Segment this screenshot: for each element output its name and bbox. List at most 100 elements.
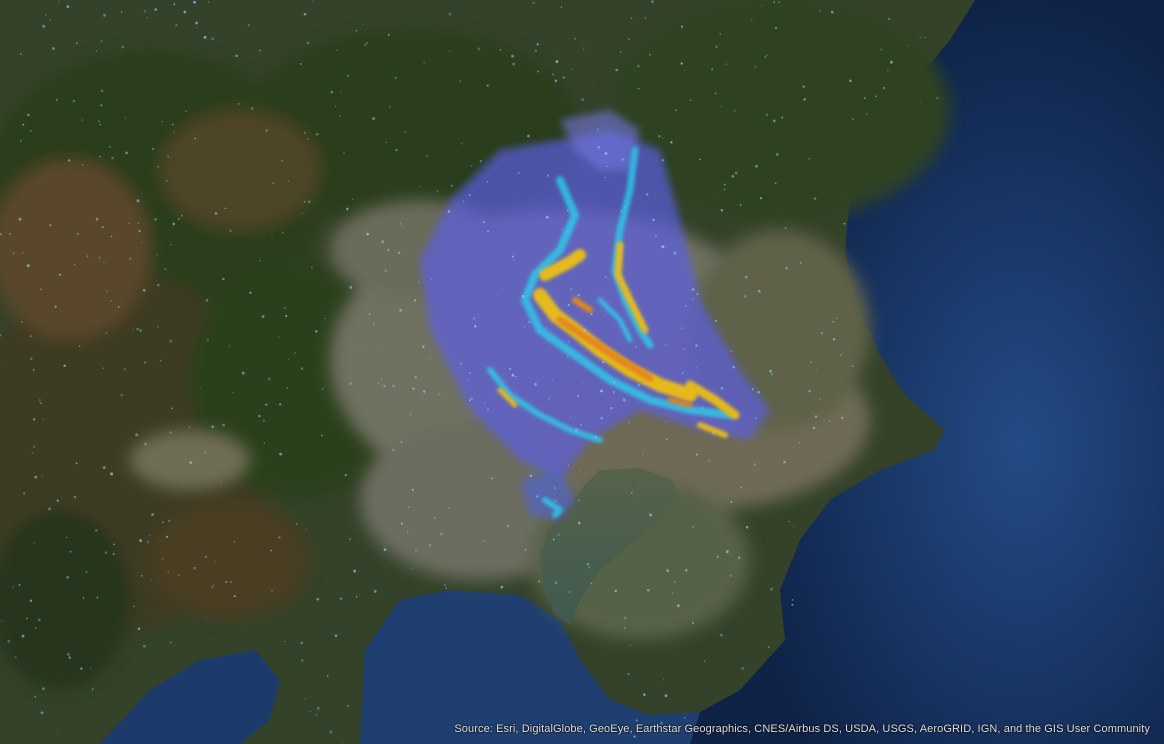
city-light-dot xyxy=(919,100,921,103)
city-light-dot xyxy=(278,536,281,539)
city-light-dot xyxy=(548,338,550,340)
city-light-dot xyxy=(394,76,397,80)
city-light-dot xyxy=(132,605,136,608)
city-light-dot xyxy=(778,1,780,3)
city-light-dot xyxy=(808,157,811,160)
city-light-dot xyxy=(757,390,760,394)
city-light-dot xyxy=(110,299,113,302)
city-light-dot xyxy=(397,251,401,254)
city-light-dot xyxy=(121,45,125,49)
city-light-dot xyxy=(740,486,743,488)
city-light-dot xyxy=(66,652,70,656)
city-light-dot xyxy=(34,627,37,629)
city-light-dot xyxy=(82,597,85,599)
city-light-dot xyxy=(666,569,670,572)
city-light-dot xyxy=(128,222,130,224)
city-light-dot xyxy=(579,470,582,473)
city-light-dot xyxy=(707,459,710,462)
city-light-dot xyxy=(311,266,313,269)
city-light-dot xyxy=(100,104,103,107)
city-light-dot xyxy=(646,589,650,592)
city-light-dot xyxy=(670,141,673,144)
city-light-dot xyxy=(169,641,172,644)
city-light-dot xyxy=(20,53,22,55)
city-light-dot xyxy=(171,123,174,126)
city-light-dot xyxy=(49,223,52,227)
city-light-dot xyxy=(355,29,358,32)
city-light-dot xyxy=(840,354,842,356)
city-light-dot xyxy=(51,47,55,51)
city-light-dot xyxy=(334,634,338,638)
city-light-dot xyxy=(172,222,176,226)
city-light-dot xyxy=(577,395,580,398)
city-light-dot xyxy=(100,89,104,93)
city-light-dot xyxy=(383,385,386,388)
city-light-dot xyxy=(534,382,537,386)
city-light-dot xyxy=(738,556,741,560)
city-light-dot xyxy=(744,275,748,279)
city-light-dot xyxy=(600,389,603,393)
city-light-dot xyxy=(175,24,178,27)
city-light-dot xyxy=(265,403,268,406)
city-light-dot xyxy=(154,218,157,221)
city-light-dot xyxy=(237,102,240,106)
city-light-dot xyxy=(195,27,197,29)
city-light-dot xyxy=(324,317,326,320)
city-light-dot xyxy=(29,335,32,337)
city-light-dot xyxy=(184,110,187,113)
city-light-dot xyxy=(247,24,250,27)
city-light-dot xyxy=(362,23,364,25)
city-light-dot xyxy=(42,418,45,420)
city-light-dot xyxy=(635,346,637,348)
city-light-dot xyxy=(536,43,539,46)
city-light-dot xyxy=(604,152,608,155)
city-light-dot xyxy=(214,560,216,563)
city-light-dot xyxy=(143,9,147,13)
city-light-dot xyxy=(652,218,655,222)
city-light-dot xyxy=(919,36,922,39)
city-light-dot xyxy=(462,200,465,203)
city-light-dot xyxy=(604,275,607,279)
city-light-dot xyxy=(205,298,209,302)
city-light-dot xyxy=(781,116,784,119)
pacific-ocean xyxy=(690,0,1164,744)
city-light-dot xyxy=(623,626,626,629)
city-light-dot xyxy=(34,475,38,479)
city-light-dot xyxy=(681,372,684,374)
city-light-dot xyxy=(517,171,520,175)
city-light-dot xyxy=(271,233,273,236)
city-light-dot xyxy=(353,569,357,573)
city-light-dot xyxy=(819,398,821,400)
city-light-dot xyxy=(207,1,210,3)
city-light-dot xyxy=(723,183,726,186)
city-light-dot xyxy=(29,599,33,602)
city-light-dot xyxy=(448,507,450,509)
city-light-dot xyxy=(165,535,168,538)
city-light-dot xyxy=(383,548,387,552)
city-light-dot xyxy=(484,402,487,404)
city-light-dot xyxy=(21,634,25,638)
city-light-dot xyxy=(552,73,554,76)
city-light-dot xyxy=(301,212,304,214)
city-light-dot xyxy=(703,660,706,662)
city-light-dot xyxy=(741,666,745,670)
city-light-dot xyxy=(661,137,664,139)
suruga-bay xyxy=(100,650,280,744)
city-light-dot xyxy=(413,299,417,302)
city-light-dot xyxy=(89,667,92,670)
city-light-dot xyxy=(814,415,818,418)
city-light-dot xyxy=(317,706,320,710)
city-light-dot xyxy=(628,421,630,424)
city-light-dot xyxy=(34,695,37,698)
city-light-dot xyxy=(715,319,718,323)
city-light-dot xyxy=(450,184,453,187)
city-light-dot xyxy=(42,24,46,28)
city-light-dot xyxy=(399,222,402,225)
city-light-dot xyxy=(56,499,59,502)
city-light-dot xyxy=(167,571,169,573)
city-light-dot xyxy=(169,431,172,434)
city-light-dot xyxy=(448,50,451,52)
city-light-dot xyxy=(545,327,548,329)
